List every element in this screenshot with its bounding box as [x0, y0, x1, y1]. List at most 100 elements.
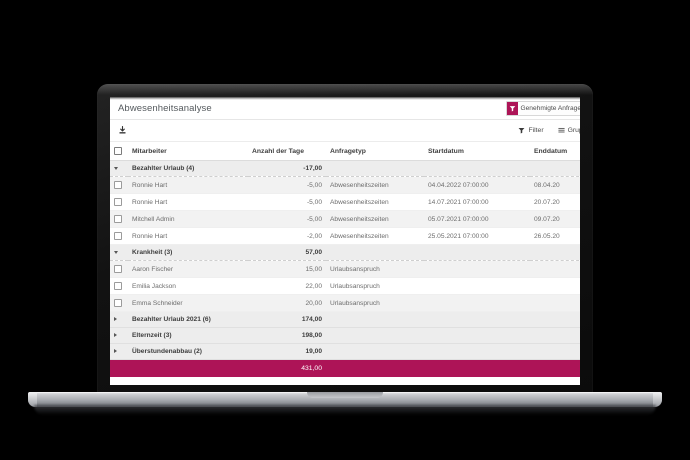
group-caret-cell[interactable]	[110, 343, 128, 360]
table-group-row[interactable]: Überstundenabbau (2) 19,00	[110, 343, 580, 360]
table-body: Bezahlter Urlaub (4) -17,00 Ronnie Hart -5,…	[110, 160, 580, 360]
group-days-value: 19,00	[248, 343, 326, 360]
chevron-down-icon[interactable]	[114, 166, 118, 170]
laptop-base-edge-left	[28, 392, 37, 407]
cell-startdatum: 05.07.2021 07:00:00	[424, 210, 530, 228]
row-select-cell[interactable]	[110, 227, 128, 245]
download-icon[interactable]	[118, 126, 127, 135]
row-checkbox[interactable]	[114, 265, 122, 273]
cell-enddatum: 08.04.20	[530, 176, 580, 194]
row-checkbox[interactable]	[114, 198, 122, 206]
group-start-cell	[424, 311, 530, 328]
group-days-value: -17,00	[248, 160, 326, 177]
cell-anfragetyp: Urlaubsanspruch	[326, 277, 424, 295]
column-header-enddatum[interactable]: Enddatum	[530, 142, 580, 161]
cell-startdatum	[424, 294, 530, 312]
group-label: Krankheit (3)	[128, 244, 248, 261]
group-caret-cell[interactable]	[110, 327, 128, 344]
group-caret-cell[interactable]	[110, 311, 128, 328]
group-days-value: 174,00	[248, 311, 326, 328]
table-row[interactable]: Emilia Jackson 22,00 Urlaubsanspruch	[110, 277, 580, 295]
group-label: Bezahlter Urlaub 2021 (6)	[128, 311, 248, 328]
group-end-cell	[530, 311, 580, 328]
cell-mitarbeiter: Ronnie Hart	[128, 193, 248, 211]
column-header-startdatum[interactable]: Startdatum	[424, 142, 530, 161]
group-caret-cell[interactable]	[110, 244, 128, 261]
cell-enddatum	[530, 294, 580, 312]
row-select-cell[interactable]	[110, 260, 128, 278]
row-select-cell[interactable]	[110, 176, 128, 194]
group-end-cell	[530, 160, 580, 177]
cell-anzahl-der-tage: 22,00	[248, 277, 326, 295]
cell-anzahl-der-tage: -2,00	[248, 227, 326, 245]
chevron-right-icon[interactable]	[114, 317, 117, 322]
group-button[interactable]: Gruppi	[558, 127, 580, 134]
group-type-cell	[326, 160, 424, 177]
table-group-row[interactable]: Elternzeit (3) 198,00	[110, 327, 580, 344]
table-row[interactable]: Ronnie Hart -5,00 Abwesenheitszeiten 14.07.…	[110, 193, 580, 211]
chevron-down-icon[interactable]	[114, 250, 118, 254]
row-checkbox[interactable]	[114, 299, 122, 307]
cell-anfragetyp: Abwesenheitszeiten	[326, 193, 424, 211]
funnel-icon	[518, 127, 525, 134]
row-select-cell[interactable]	[110, 193, 128, 211]
cell-mitarbeiter: Mitchell Admin	[128, 210, 248, 228]
toolbar-right-group: Filter Gruppi	[518, 127, 580, 134]
row-select-cell[interactable]	[110, 210, 128, 228]
cell-mitarbeiter: Emma Schneider	[128, 294, 248, 312]
table-row[interactable]: Mitchell Admin -5,00 Abwesenheitszeiten 05.…	[110, 210, 580, 228]
filter-chip-genehmigte-anfrage[interactable]: Genehmigte Anfrage	[505, 100, 580, 116]
group-start-cell	[424, 327, 530, 344]
toolbar-left-group	[118, 126, 127, 135]
group-caret-cell[interactable]	[110, 160, 128, 177]
cell-anfragetyp: Abwesenheitszeiten	[326, 210, 424, 228]
laptop-base-shadow	[34, 405, 656, 415]
cell-anfragetyp: Abwesenheitszeiten	[326, 227, 424, 245]
filter-button[interactable]: Filter	[518, 127, 544, 134]
table-header-row: Mitarbeiter Anzahl der Tage Anfragetyp S…	[110, 142, 580, 161]
chevron-right-icon[interactable]	[114, 349, 117, 354]
laptop-base-notch	[307, 392, 383, 398]
list-icon	[558, 127, 565, 134]
cell-startdatum: 14.07.2021 07:00:00	[424, 193, 530, 211]
column-header-anfragetyp[interactable]: Anfragetyp	[326, 142, 424, 161]
cell-anfragetyp: Urlaubsanspruch	[326, 294, 424, 312]
group-days-value: 57,00	[248, 244, 326, 261]
absence-table: Mitarbeiter Anzahl der Tage Anfragetyp S…	[110, 142, 580, 377]
table-row[interactable]: Ronnie Hart -2,00 Abwesenheitszeiten 25.05.…	[110, 227, 580, 245]
app-titlebar: Abwesenheitsanalyse Genehmigte Anfrage	[110, 97, 580, 120]
total-spacer-name	[128, 359, 248, 377]
laptop-base-edge-right	[653, 392, 662, 407]
table-group-row[interactable]: Bezahlter Urlaub (4) -17,00	[110, 160, 580, 177]
row-select-cell[interactable]	[110, 277, 128, 295]
row-checkbox[interactable]	[114, 282, 122, 290]
column-header-mitarbeiter[interactable]: Mitarbeiter	[128, 142, 248, 161]
total-spacer-check	[110, 359, 128, 377]
row-checkbox[interactable]	[114, 181, 122, 189]
cell-mitarbeiter: Ronnie Hart	[128, 176, 248, 194]
group-type-cell	[326, 343, 424, 360]
column-header-anzahl-der-tage[interactable]: Anzahl der Tage	[248, 142, 326, 161]
table-group-row[interactable]: Bezahlter Urlaub 2021 (6) 174,00	[110, 311, 580, 328]
page-title: Abwesenheitsanalyse	[118, 102, 212, 114]
table-row[interactable]: Aaron Fischer 15,00 Urlaubsanspruch	[110, 260, 580, 278]
table-row[interactable]: Emma Schneider 20,00 Urlaubsanspruch	[110, 294, 580, 312]
table-footer: 431,00	[110, 359, 580, 377]
total-spacer-start	[424, 359, 530, 377]
select-all-checkbox[interactable]	[114, 147, 122, 155]
total-days-value: 431,00	[248, 359, 326, 377]
group-type-cell	[326, 311, 424, 328]
table-row[interactable]: Ronnie Hart -5,00 Abwesenheitszeiten 04.04.…	[110, 176, 580, 194]
chevron-right-icon[interactable]	[114, 333, 117, 338]
table-group-row[interactable]: Krankheit (3) 57,00	[110, 244, 580, 261]
group-type-cell	[326, 327, 424, 344]
row-checkbox[interactable]	[114, 232, 122, 240]
filter-button-label: Filter	[528, 127, 544, 134]
group-end-cell	[530, 244, 580, 261]
cell-enddatum: 20.07.20	[530, 193, 580, 211]
cell-startdatum	[424, 277, 530, 295]
select-all-header[interactable]	[110, 142, 128, 161]
row-checkbox[interactable]	[114, 215, 122, 223]
row-select-cell[interactable]	[110, 294, 128, 312]
